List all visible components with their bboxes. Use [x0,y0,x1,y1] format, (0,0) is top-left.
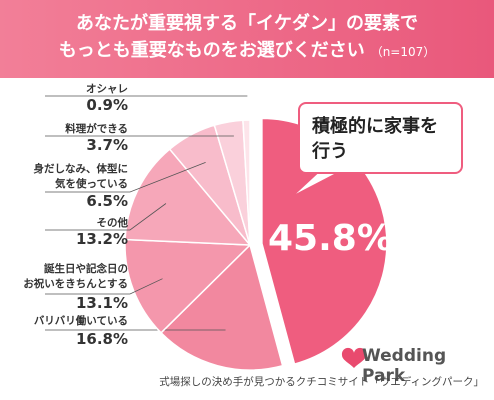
leader-line [45,203,167,231]
logo-heart [341,347,367,368]
pie-slice [242,119,251,246]
header: あなたが重要視する「イケダン」の要素で もっとも重要なものをお選びください （n=… [0,0,494,78]
leader-line [45,162,206,193]
value-label: 3.7% [86,136,128,154]
category-label: バリバリ働いている [33,315,128,327]
value-label: 6.5% [86,192,128,210]
callout-tail [289,171,341,199]
category-label: 誕生日や記念日の お祝いをきちんとする [23,263,128,290]
category-label: 積極的に家事を 行う [298,102,463,174]
pie-slice [124,148,252,246]
value-label: 0.9% [86,96,128,114]
caption: 式場探しの決め手が見つかるクチコミサイト「ウエディングパーク」 [159,376,484,388]
leader-line [45,278,163,295]
value-label: 13.1% [75,294,128,312]
value-label: 45.8% [268,218,393,259]
sample-note: （n=107） [370,45,436,59]
category-label: その他 [96,217,129,229]
pie-slice [124,238,252,334]
category-label: 料理ができる [65,123,128,135]
chart-title: あなたが重要視する「イケダン」の要素で もっとも重要なものをお選びください [58,13,418,61]
value-label: 16.8% [75,330,128,348]
category-label: 身だしなみ、体型に 気を使っている [33,163,129,190]
logo: Wedding Park [362,346,447,386]
category-label: オシャレ [86,83,128,95]
pie-slice [159,243,284,371]
value-label: 13.2% [75,230,128,248]
